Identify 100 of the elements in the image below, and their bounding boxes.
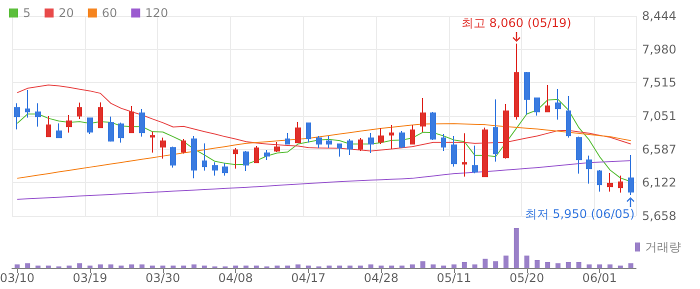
bar: [545, 262, 550, 268]
candlestick: [503, 104, 509, 160]
bar: [482, 258, 488, 268]
candlestick: [170, 146, 176, 168]
candlestick: [451, 135, 457, 168]
legend-label: 5: [23, 6, 31, 20]
candlestick: [118, 122, 124, 144]
candlestick: [441, 134, 446, 152]
candlestick: [181, 138, 186, 154]
bar: [77, 263, 82, 268]
legend-label: 거래량: [645, 240, 681, 254]
candlestick: [337, 143, 342, 158]
line-series: [16, 123, 632, 179]
bar: [296, 264, 300, 268]
line-series: [16, 84, 632, 152]
candlestick: [108, 116, 114, 142]
bar: [576, 262, 582, 268]
candlestick: [493, 98, 498, 162]
y-tick-label: 6,122: [642, 176, 676, 190]
y-tick-label: 5,658: [642, 209, 676, 223]
candlestick: [66, 114, 72, 134]
candlestick: [399, 130, 405, 149]
bar: [25, 263, 30, 268]
bar: [534, 260, 540, 268]
candlestick: [586, 155, 592, 184]
bar: [410, 264, 415, 268]
candlestick: [160, 137, 166, 160]
candlestick: [264, 149, 270, 161]
bar: [493, 261, 498, 268]
candlestick: [566, 95, 571, 138]
candlestick: [56, 122, 62, 138]
candlestick: [368, 132, 374, 154]
bar: [108, 264, 114, 268]
candlestick: [316, 135, 322, 149]
x-tick-label: 04/17: [291, 271, 326, 285]
bar: [556, 263, 560, 268]
candlestick: [576, 136, 582, 174]
candlestick: [378, 127, 384, 144]
candlestick: [222, 162, 228, 176]
candlestick: [628, 154, 634, 196]
candlestick: [274, 141, 280, 152]
annotation: 최저 5,950 (06/05): [524, 207, 635, 222]
y-tick-label: 7,051: [642, 109, 676, 123]
bar: [98, 264, 103, 268]
candlestick: [233, 148, 238, 170]
bar: [566, 262, 571, 268]
x-tick-label: 04/28: [364, 271, 398, 285]
bar: [504, 256, 508, 268]
candlestick: [597, 169, 602, 192]
bar: [514, 228, 519, 268]
bar: [628, 263, 634, 268]
x-tick-label: 03/30: [146, 271, 180, 285]
candlestick: [607, 172, 613, 192]
candlestick: [254, 146, 259, 164]
annotation: 최고 8,060 (05/19): [461, 16, 572, 30]
bar: [452, 264, 456, 268]
candlestick: [191, 135, 197, 179]
candlestick: [285, 132, 290, 144]
x-tick-label: 06/01: [582, 271, 617, 285]
candlestick: [430, 111, 436, 140]
y-tick-label: 6,587: [642, 142, 676, 156]
bar: [368, 264, 374, 268]
y-tick-label: 7,515: [642, 76, 676, 90]
candlestick: [46, 116, 51, 138]
x-tick-label: 03/19: [72, 271, 108, 285]
bar: [420, 261, 426, 268]
bar: [14, 264, 20, 268]
bar: [430, 264, 436, 268]
candlestick: [150, 131, 155, 154]
candlestick: [462, 132, 467, 178]
candlestick: [410, 124, 415, 144]
candlestick: [514, 43, 519, 120]
candlestick: [139, 108, 145, 138]
bar: [586, 264, 592, 268]
candlestick: [389, 124, 394, 150]
candlestick: [358, 137, 363, 152]
candlestick: [326, 135, 332, 149]
y-tick-label: 7,980: [642, 42, 676, 56]
bar: [140, 264, 144, 268]
candlestick: [555, 88, 561, 120]
legend-label: 120: [145, 6, 168, 20]
candlestick: [87, 118, 93, 135]
x-tick-label: 03/10: [0, 271, 34, 285]
candlestick: [98, 102, 103, 128]
candlestick: [618, 175, 623, 194]
candlestick: [295, 121, 301, 144]
candlestick: [77, 102, 82, 120]
line-series: [16, 160, 632, 200]
x-tick-label: 04/08: [218, 271, 253, 285]
candlestick: [212, 162, 218, 176]
candlestick: [35, 102, 41, 128]
candlestick: [347, 138, 353, 156]
bar: [597, 264, 602, 268]
candlestick: [545, 84, 550, 112]
candlestick: [14, 102, 20, 130]
legend-label: 20: [58, 6, 74, 20]
bar: [608, 264, 612, 268]
bar: [129, 264, 134, 268]
candlestick: [482, 127, 488, 178]
candlestick: [129, 106, 134, 134]
